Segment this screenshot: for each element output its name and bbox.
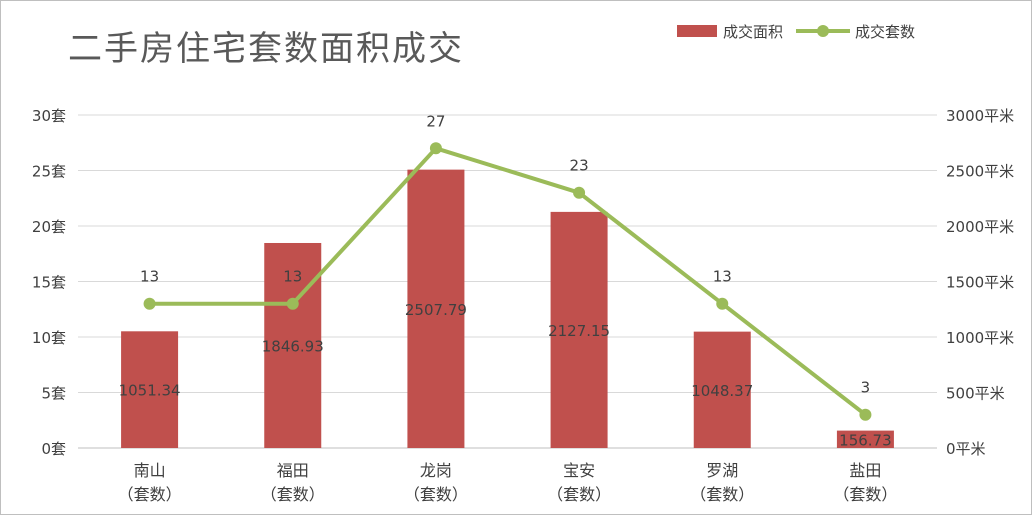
chart-title: 二手房住宅套数面积成交 [68,29,464,69]
line-data-label: 13 [140,268,159,286]
bar[interactable] [264,242,322,448]
category-label: 龙岗 [420,461,452,480]
category-label: 宝安 [563,461,595,480]
line-series: 13 13 27 23 13 3 [140,112,872,421]
bar[interactable] [550,211,608,448]
right-axis-tick-label: 1500平米 [946,274,1014,292]
bar[interactable] [121,331,179,448]
category-sublabel: （套数） [261,485,325,504]
left-axis-tick-label: 25套 [32,163,66,181]
line-data-label: 23 [570,157,589,175]
bar-data-label: 1051.34 [119,382,181,400]
category-sublabel: （套数） [118,485,182,504]
line-data-label: 27 [426,112,445,130]
category-label: 南山 [134,461,166,480]
right-axis-tick-label: 2000平米 [946,218,1014,236]
right-axis-tick-label: 0平米 [946,440,986,458]
left-axis-tick-label: 30套 [32,107,66,125]
bar[interactable] [407,169,465,448]
line-point[interactable] [143,297,156,310]
bar-data-label: 1048.37 [691,382,753,400]
legend[interactable]: 成交面积 成交套数 [677,23,915,41]
line-path [149,146,867,417]
left-axis-tick-label: 10套 [32,329,66,347]
legend-label-count: 成交套数 [855,23,915,41]
legend-swatch-count-marker [817,25,829,37]
right-axis-tick-label: 3000平米 [946,107,1014,125]
bar-data-label: 2507.79 [405,301,467,319]
line-point[interactable] [859,408,872,421]
category-sublabel: （套数） [690,485,754,504]
category-axis: 南山 （套数） 福田 （套数） 龙岗 （套数） 宝安 （套数） 罗湖 （套数） 盐田 （套数） [118,461,898,504]
category-label: 罗湖 [706,461,738,480]
left-axis-tick-label: 0套 [41,440,66,458]
left-axis-tick-label: 15套 [32,274,66,292]
bar-data-label: 2127.15 [548,322,610,340]
bar[interactable] [693,331,751,448]
category-sublabel: （套数） [404,485,468,504]
bar-data-label: 156.73 [839,431,892,449]
left-axis-tick-label: 20套 [32,218,66,236]
category-label: 盐田 [849,461,881,480]
line-data-label: 13 [283,268,302,286]
right-axis-tick-label: 1000平米 [946,329,1014,347]
bar-data-label: 1846.93 [262,337,324,355]
right-axis-tick-label: 500平米 [946,385,1005,403]
right-axis: 0平米 500平米 1000平米 1500平米 2000平米 2500平米 3000平米 [946,107,1014,458]
bar-series: 1051.34 1846.93 2507.79 2127.15 1048.37 156.7… [119,169,894,449]
line-point[interactable] [429,142,442,155]
category-sublabel: （套数） [547,485,611,504]
left-axis: 0套 5套 10套 15套 20套 25套 30套 [32,107,66,458]
line-point[interactable] [573,186,586,199]
left-axis-tick-label: 5套 [41,385,66,403]
legend-swatch-area [677,25,717,37]
category-sublabel: （套数） [833,485,897,504]
bar[interactable] [836,430,894,448]
line-data-label: 3 [861,379,871,397]
legend-label-area: 成交面积 [723,23,783,41]
line-point[interactable] [716,297,729,310]
line-point[interactable] [286,297,299,310]
line-data-label: 13 [713,268,732,286]
right-axis-tick-label: 2500平米 [946,163,1014,181]
category-label: 福田 [277,461,309,480]
